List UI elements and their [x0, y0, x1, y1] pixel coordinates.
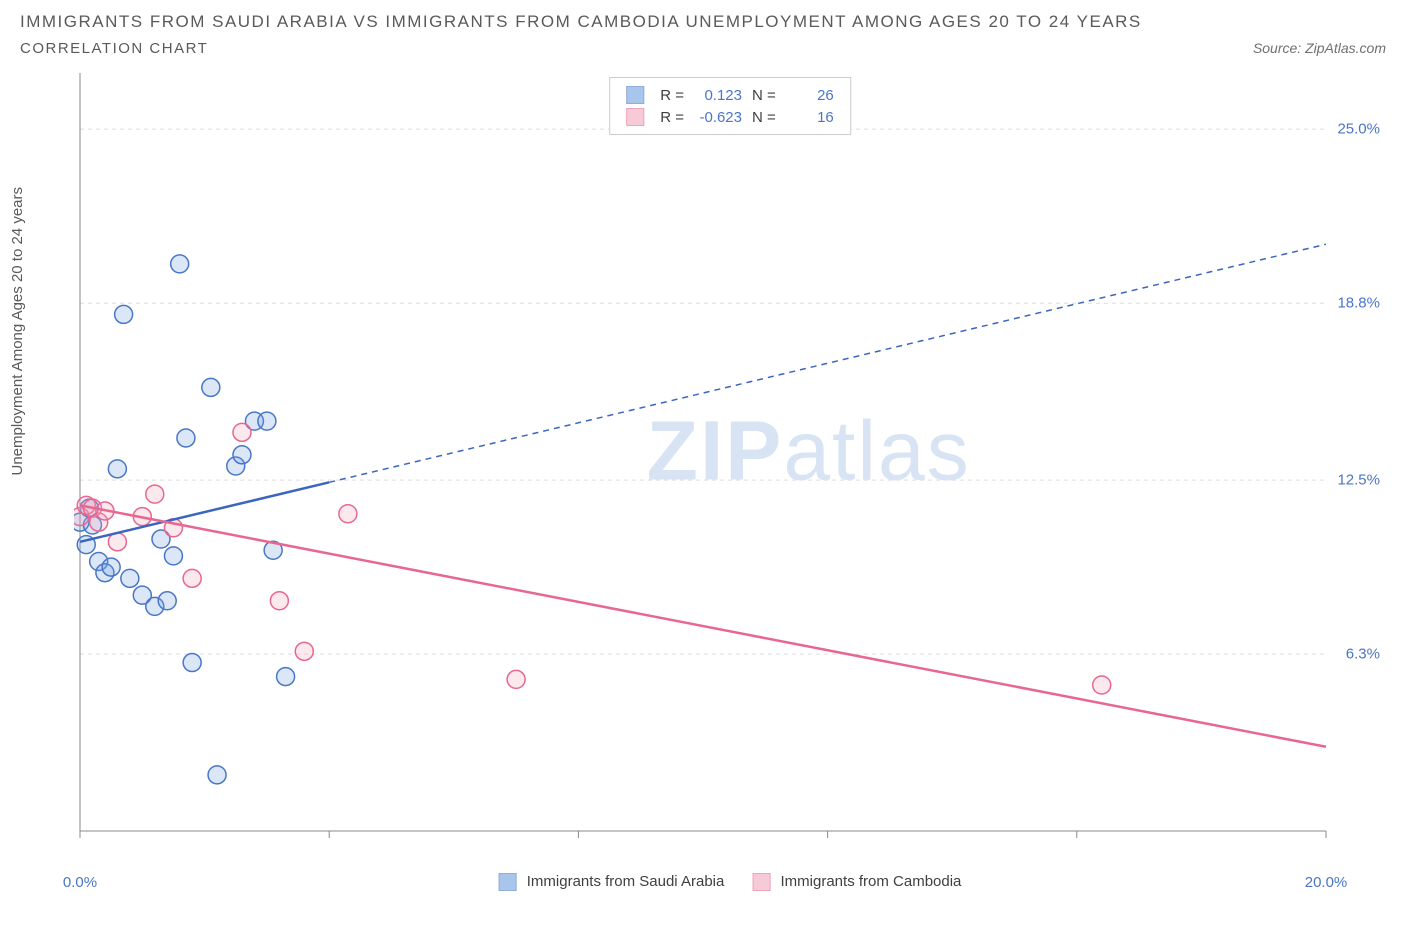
legend-row-series-1: R = -0.623 N = 16 — [626, 106, 834, 128]
y-tick-label: 6.3% — [1346, 646, 1386, 663]
x-legend-swatch-1 — [752, 873, 770, 891]
y-tick-label: 12.5% — [1337, 472, 1386, 489]
x-legend-label-1: Immigrants from Cambodia — [781, 873, 962, 890]
scatter-plot-svg — [74, 67, 1386, 867]
r-value-0: 0.123 — [690, 87, 742, 104]
x-legend-label-0: Immigrants from Saudi Arabia — [527, 873, 725, 890]
x-axis-legend: Immigrants from Saudi Arabia Immigrants … — [499, 873, 962, 891]
source-attribution: Source: ZipAtlas.com — [1253, 40, 1386, 56]
n-label-1: N = — [752, 109, 776, 126]
legend-swatch-1 — [626, 108, 644, 126]
y-tick-label: 18.8% — [1337, 295, 1386, 312]
n-value-0: 26 — [782, 87, 834, 104]
y-axis-label: Unemployment Among Ages 20 to 24 years — [9, 187, 26, 476]
y-tick-label: 25.0% — [1337, 121, 1386, 138]
chart-subtitle: CORRELATION CHART — [20, 40, 208, 57]
r-label-0: R = — [660, 87, 684, 104]
x-tick-label: 0.0% — [63, 874, 97, 891]
x-legend-item-0: Immigrants from Saudi Arabia — [499, 873, 725, 891]
chart-title: IMMIGRANTS FROM SAUDI ARABIA VS IMMIGRAN… — [0, 0, 1406, 36]
n-label-0: N = — [752, 87, 776, 104]
chart-area: Unemployment Among Ages 20 to 24 years Z… — [20, 67, 1386, 867]
plot-region: ZIPatlas R = 0.123 N = 26 R = -0.623 N =… — [74, 67, 1386, 867]
n-value-1: 16 — [782, 109, 834, 126]
r-label-1: R = — [660, 109, 684, 126]
legend-swatch-0 — [626, 86, 644, 104]
subtitle-row: CORRELATION CHART Source: ZipAtlas.com — [0, 36, 1406, 67]
x-legend-swatch-0 — [499, 873, 517, 891]
correlation-legend: R = 0.123 N = 26 R = -0.623 N = 16 — [609, 77, 851, 135]
x-legend-item-1: Immigrants from Cambodia — [752, 873, 961, 891]
legend-row-series-0: R = 0.123 N = 26 — [626, 84, 834, 106]
x-tick-label: 20.0% — [1305, 874, 1348, 891]
r-value-1: -0.623 — [690, 109, 742, 126]
